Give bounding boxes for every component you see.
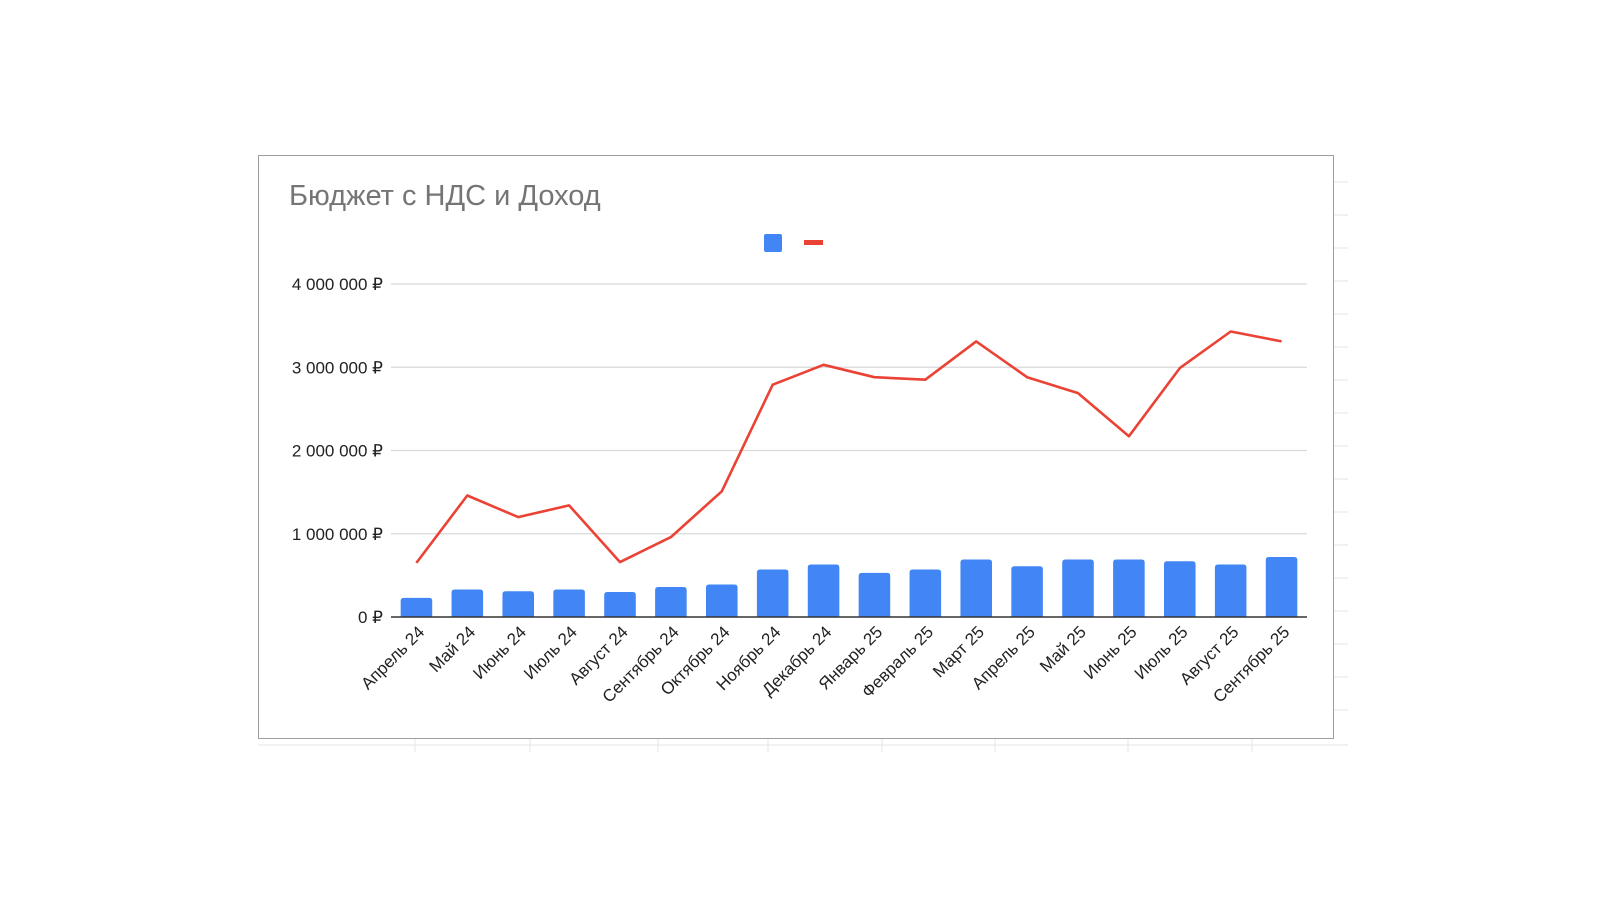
bar-mark[interactable] bbox=[604, 592, 636, 617]
bar-mark[interactable] bbox=[1113, 559, 1145, 617]
bar-mark[interactable] bbox=[655, 587, 687, 617]
bar-mark[interactable] bbox=[960, 559, 992, 617]
line-series-path[interactable] bbox=[415, 330, 1282, 564]
y-tick-label: 0 ₽ bbox=[358, 608, 383, 627]
bar-mark[interactable] bbox=[502, 591, 534, 617]
bar-mark[interactable] bbox=[400, 597, 433, 617]
x-tick-label: Июнь 25 bbox=[1080, 622, 1141, 683]
x-tick-label: Июнь 24 bbox=[469, 622, 530, 683]
bar-mark[interactable] bbox=[858, 572, 891, 617]
chart-title: Бюджет с НДС и Доход bbox=[289, 180, 601, 212]
bar-mark[interactable] bbox=[807, 564, 840, 617]
bar-mark[interactable] bbox=[1164, 561, 1196, 617]
bar-mark[interactable] bbox=[706, 584, 738, 617]
bar-mark[interactable] bbox=[553, 589, 585, 617]
bar-mark[interactable] bbox=[756, 569, 789, 617]
x-tick-label: Апрель 24 bbox=[357, 622, 428, 693]
bar-mark[interactable] bbox=[1011, 566, 1043, 617]
bar-mark[interactable] bbox=[1214, 564, 1247, 617]
y-tick-label: 3 000 000 ₽ bbox=[292, 358, 383, 377]
bar-mark[interactable] bbox=[1265, 557, 1298, 617]
bar-mark[interactable] bbox=[451, 589, 484, 617]
bar-mark[interactable] bbox=[1062, 559, 1094, 617]
y-tick-label: 4 000 000 ₽ bbox=[292, 275, 383, 294]
chart-plot: 0 ₽ 1 000 000 ₽ 2 000 000 ₽ 3 000 000 ₽ 4 00… bbox=[292, 234, 1307, 706]
y-tick-label: 2 000 000 ₽ bbox=[292, 442, 383, 461]
chart-card[interactable]: Бюджет с НДС и Доход 0 ₽ 1 000 000 ₽ 2 000… bbox=[258, 155, 1334, 739]
legend-line-swatch[interactable] bbox=[804, 240, 823, 245]
bar-mark[interactable] bbox=[909, 569, 942, 617]
y-tick-label: 1 000 000 ₽ bbox=[292, 525, 383, 544]
legend-bar-swatch[interactable] bbox=[764, 234, 782, 252]
